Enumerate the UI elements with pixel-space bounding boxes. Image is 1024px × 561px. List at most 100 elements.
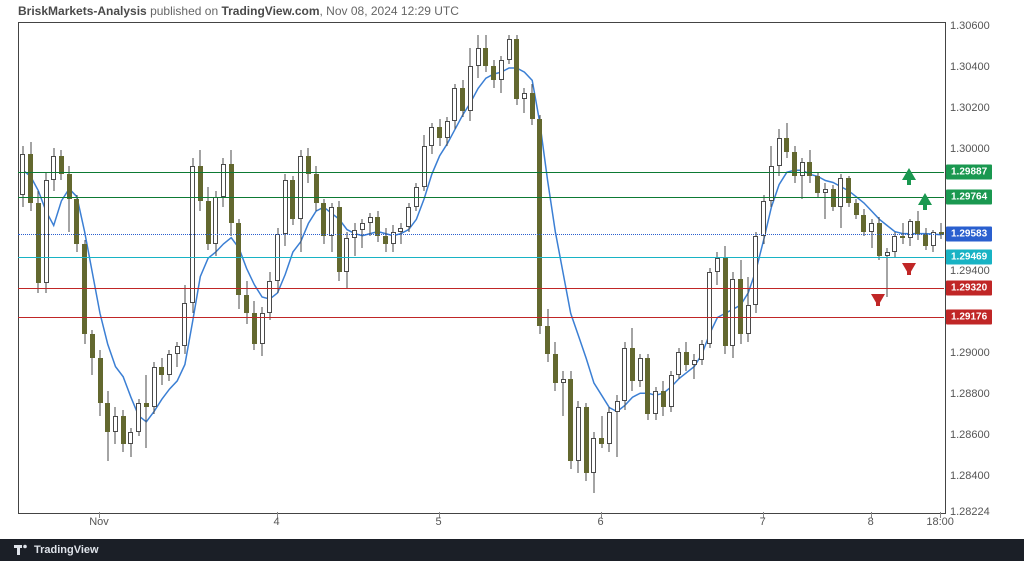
candlestick [460,23,465,513]
y-axis-label: 1.30000 [950,143,990,155]
candlestick [159,23,164,513]
candlestick [499,23,504,513]
candlestick [792,23,797,513]
candlestick [59,23,64,513]
candlestick [375,23,380,513]
publish-date: Nov 08, 2024 12:29 UTC [326,4,459,18]
candlestick [869,23,874,513]
candlestick [445,23,450,513]
y-axis-label: 1.28600 [950,429,990,441]
footer-brand: TradingView [34,544,99,556]
candlestick [321,23,326,513]
candlestick [252,23,257,513]
tradingview-logo-icon [14,543,28,557]
candlestick [807,23,812,513]
y-axis-label: 1.28400 [950,470,990,482]
candlestick [615,23,620,513]
candlestick [82,23,87,513]
candlestick [784,23,789,513]
candlestick [715,23,720,513]
candlestick [730,23,735,513]
candlestick [800,23,805,513]
candlestick [152,23,157,513]
candlestick [653,23,658,513]
candlestick [267,23,272,513]
moving-average-line [19,23,945,513]
candlestick [507,23,512,513]
candlestick [28,23,33,513]
candlestick [136,23,141,513]
horizontal-level-line [18,197,944,199]
candlestick [638,23,643,513]
candlestick [298,23,303,513]
candlestick [931,23,936,513]
candlestick [630,23,635,513]
candlestick [553,23,558,513]
candlestick [175,23,180,513]
candlestick [190,23,195,513]
candlestick [236,23,241,513]
x-axis-label: 5 [435,516,441,528]
candlestick [182,23,187,513]
candlestick [314,23,319,513]
candlestick [885,23,890,513]
price-level-label: 1.29469 [946,250,992,265]
chart-container: BriskMarkets-Analysis published on Tradi… [0,0,1024,561]
candlestick [777,23,782,513]
candlestick [699,23,704,513]
candlestick [707,23,712,513]
author-name: BriskMarkets-Analysis [18,4,147,18]
candlestick [20,23,25,513]
y-axis-label: 1.30600 [950,20,990,32]
footer-bar: TradingView [0,539,1024,561]
candlestick [44,23,49,513]
candlestick [337,23,342,513]
price-chart[interactable] [18,22,946,514]
candlestick [90,23,95,513]
candlestick [692,23,697,513]
y-axis-label: 1.29000 [950,347,990,359]
price-level-label: 1.29320 [946,280,992,295]
price-level-label: 1.29176 [946,310,992,325]
candlestick [352,23,357,513]
x-axis-label: 8 [868,516,874,528]
arrow-up-icon [918,193,932,205]
candlestick [422,23,427,513]
candlestick [823,23,828,513]
x-axis-label: 6 [598,516,604,528]
candlestick [398,23,403,513]
candlestick [854,23,859,513]
candlestick [746,23,751,513]
candlestick [877,23,882,513]
candlestick [738,23,743,513]
candlestick [561,23,566,513]
arrow-down-icon [871,294,885,306]
candlestick [113,23,118,513]
candlestick [483,23,488,513]
candlestick [468,23,473,513]
candlestick [167,23,172,513]
candlestick [283,23,288,513]
y-axis-label: 1.28224 [950,506,990,518]
candlestick [846,23,851,513]
candlestick [306,23,311,513]
candlestick [329,23,334,513]
candlestick [923,23,928,513]
candlestick [761,23,766,513]
candlestick [861,23,866,513]
candlestick [645,23,650,513]
candlestick [244,23,249,513]
x-axis-label: 7 [760,516,766,528]
candlestick [198,23,203,513]
candlestick [661,23,666,513]
candlestick [676,23,681,513]
candlestick [622,23,627,513]
candlestick [74,23,79,513]
candlestick [51,23,56,513]
candlestick [607,23,612,513]
candlestick [344,23,349,513]
y-axis-label: 1.29400 [950,265,990,277]
candlestick [723,23,728,513]
candlestick [128,23,133,513]
candlestick [67,23,72,513]
